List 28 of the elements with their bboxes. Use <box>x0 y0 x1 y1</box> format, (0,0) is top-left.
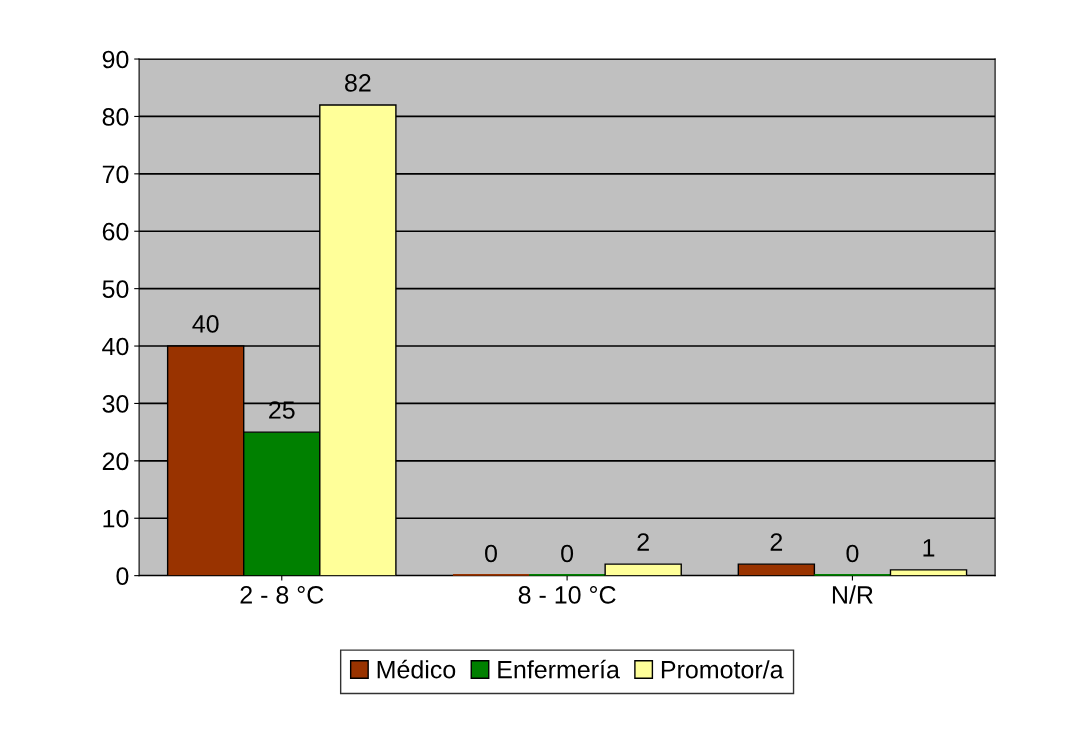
y-tick-label: 60 <box>102 222 129 241</box>
bar <box>889 569 968 576</box>
y-tick-label: 50 <box>102 280 129 298</box>
data-label: 2 <box>770 533 783 551</box>
legend-label: Promotor/a <box>661 660 784 679</box>
x-tick-label: N/R <box>832 585 873 604</box>
y-tick-label: 80 <box>102 108 129 126</box>
bar <box>737 563 816 576</box>
bar <box>604 563 682 576</box>
data-label: 2 <box>637 533 649 551</box>
data-label: 25 <box>269 401 295 419</box>
y-tick-label: 40 <box>102 337 129 356</box>
data-label: 0 <box>485 544 497 563</box>
data-label: 0 <box>846 544 859 563</box>
x-tick-label: 8 - 10 °C <box>518 586 616 604</box>
y-tick-label: 0 <box>116 567 129 585</box>
y-tick-label: 70 <box>102 165 129 184</box>
data-label: 40 <box>192 315 219 333</box>
data-label: 0 <box>561 544 574 563</box>
y-tick-label: 20 <box>102 452 129 471</box>
data-label: 1 <box>923 539 935 557</box>
x-tick-label: 2 - 8 °C <box>240 586 324 604</box>
data-label: 82 <box>345 73 371 92</box>
legend-label: Médico <box>377 659 456 679</box>
y-tick-label: 30 <box>102 395 129 413</box>
y-tick-label: 10 <box>103 509 129 528</box>
legend-label: Enfermería <box>498 659 620 679</box>
y-tick-label: 90 <box>102 50 129 69</box>
